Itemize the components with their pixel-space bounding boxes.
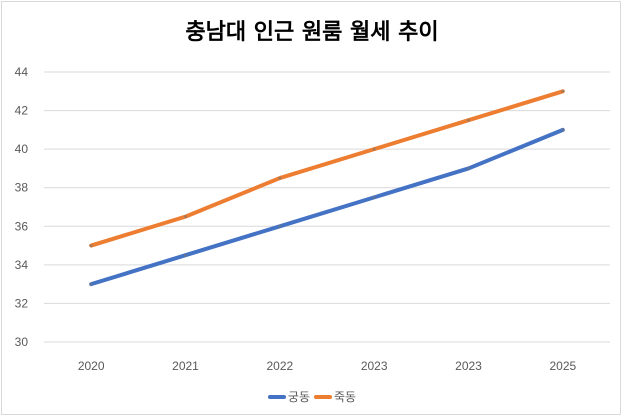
legend-label: 궁동 [287, 390, 310, 404]
x-tick-label: 2020 [78, 359, 105, 373]
x-tick-label: 2022 [266, 359, 293, 373]
y-tick-label: 38 [15, 181, 29, 195]
y-tick-label: 42 [15, 104, 29, 118]
data-point[interactable] [372, 195, 376, 199]
data-point[interactable] [561, 128, 565, 132]
legend: 궁동 죽동 [0, 388, 624, 405]
y-tick-label: 40 [15, 142, 29, 156]
data-point[interactable] [561, 89, 565, 93]
data-point[interactable] [372, 147, 376, 151]
data-point[interactable] [467, 166, 470, 170]
y-tick-label: 30 [15, 335, 29, 349]
chart-title: 충남대 인근 원룸 월세 추이 [185, 20, 439, 45]
y-axis-ticks: 30 32 34 36 38 40 42 44 [15, 65, 29, 349]
y-tick-label: 36 [15, 219, 29, 233]
legend-swatch [314, 394, 332, 399]
legend-item-series-0[interactable]: 궁동 [267, 388, 310, 405]
series-line-1[interactable] [89, 89, 565, 248]
legend-item-series-1[interactable]: 죽동 [314, 388, 356, 405]
legend-swatch [267, 394, 286, 399]
data-point[interactable] [184, 253, 187, 257]
data-point[interactable] [89, 244, 93, 248]
x-tick-label: 2021 [172, 359, 199, 373]
gridlines [44, 71, 610, 343]
x-tick-label: 2025 [549, 359, 576, 373]
x-tick-label: 2023 [361, 359, 388, 373]
series-line-0[interactable] [89, 127, 565, 287]
legend-label: 죽동 [334, 390, 357, 404]
series-lines [89, 89, 565, 287]
y-tick-label: 44 [15, 65, 29, 79]
data-point[interactable] [278, 224, 282, 228]
data-point[interactable] [184, 215, 187, 219]
y-tick-label: 34 [15, 258, 29, 272]
data-point[interactable] [278, 176, 282, 180]
x-tick-label: 2023 [455, 359, 482, 373]
x-axis-ticks: 2020 2021 2022 2023 2023 2025 [78, 359, 577, 373]
y-tick-label: 32 [15, 296, 29, 310]
data-point[interactable] [467, 118, 470, 122]
data-point[interactable] [89, 282, 93, 286]
